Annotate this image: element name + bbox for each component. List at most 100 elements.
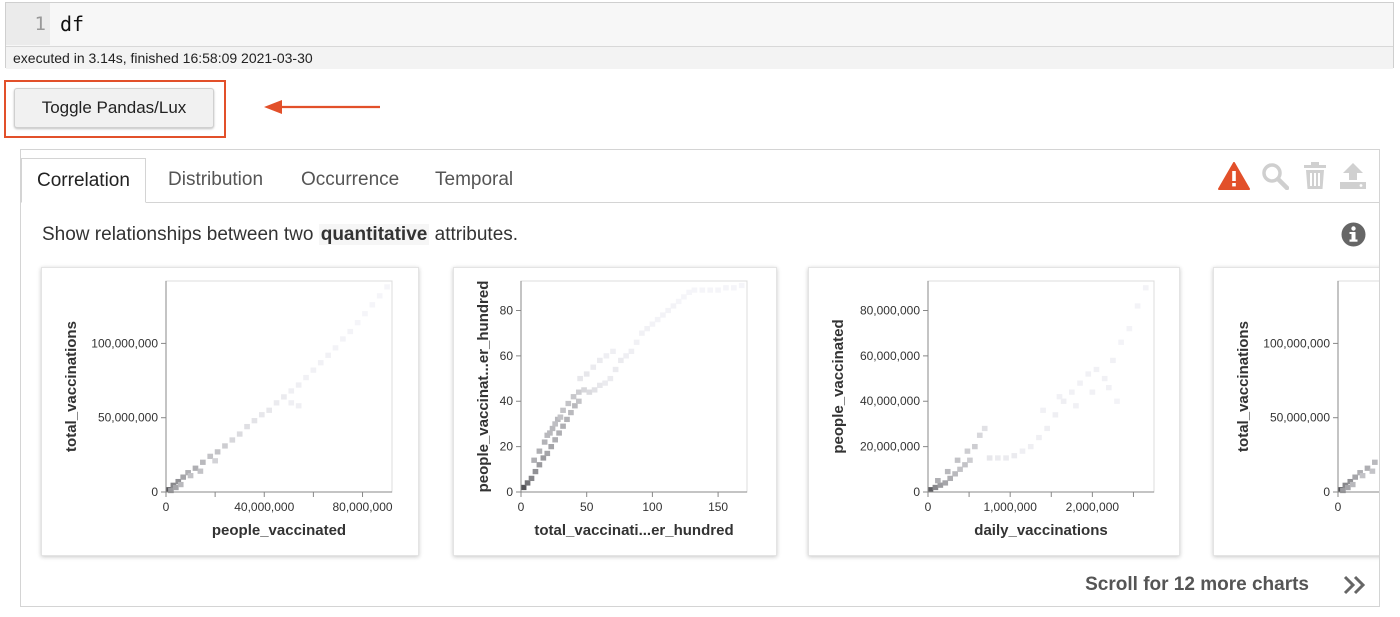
heatmap-cell bbox=[591, 387, 598, 393]
plot-area bbox=[165, 280, 393, 493]
heatmap-cell bbox=[927, 487, 934, 493]
heatmap-cell bbox=[639, 330, 645, 336]
heatmap-cell bbox=[1060, 398, 1067, 404]
x-tick-label: 40,000,000 bbox=[234, 500, 294, 514]
chart-card-2[interactable]: 0 50 100 150 0 20 40 60 80 total_vaccinati...er_h… bbox=[453, 267, 777, 556]
heatmap-cell bbox=[644, 326, 650, 332]
x-axis-label: daily_vaccinations bbox=[974, 522, 1107, 539]
x-tick-label: 1,000,000 bbox=[983, 500, 1037, 514]
heatmap-cell bbox=[197, 468, 204, 474]
toggle-pandas-lux-button[interactable]: Toggle Pandas/Lux bbox=[14, 88, 214, 128]
heatmap-cell bbox=[623, 353, 629, 359]
tab-temporal[interactable]: Temporal bbox=[435, 169, 514, 190]
chart-card-3[interactable]: 0 1,000,000 2,000,000 0 20,000,000 40,000,000… bbox=[808, 267, 1180, 556]
heatmap-cell bbox=[995, 455, 1001, 461]
heatmap-cell bbox=[1105, 384, 1112, 391]
heatmap-cell bbox=[1044, 425, 1050, 432]
heatmap-cell bbox=[1364, 465, 1371, 471]
search-icon[interactable] bbox=[1261, 162, 1289, 190]
heatmap-cell bbox=[541, 439, 548, 445]
heatmap-cell bbox=[1085, 371, 1092, 377]
heatmap-cell bbox=[187, 473, 194, 479]
heatmap-cell bbox=[628, 348, 635, 354]
x-axis-label: people_vaccinated bbox=[212, 522, 346, 539]
heatmap-cell bbox=[1011, 453, 1018, 459]
x-tick-label: 0 bbox=[163, 500, 170, 514]
chart-card-4[interactable]: 0050,000,000100,000,000petotal_vaccinati… bbox=[1213, 267, 1379, 556]
heatmap-cell bbox=[942, 480, 949, 486]
heatmap-cell bbox=[1003, 455, 1009, 461]
heatmap-cell bbox=[577, 375, 583, 382]
chart-card-1[interactable]: 0 40,000,000 80,000,000 0 50,000,000 100,000,… bbox=[41, 267, 419, 556]
annotation-highlight-box bbox=[4, 80, 226, 138]
heatmap-cell bbox=[251, 418, 258, 424]
heatmap-cell bbox=[686, 289, 693, 295]
heatmap-cell bbox=[1372, 459, 1378, 465]
heatmap-cell bbox=[947, 475, 954, 482]
heatmap-cell bbox=[1093, 366, 1100, 373]
warning-icon[interactable] bbox=[1218, 162, 1250, 190]
heatmap-cell bbox=[1349, 481, 1356, 488]
heatmap-cell bbox=[548, 443, 555, 450]
tab-correlation[interactable]: Correlation bbox=[21, 158, 146, 203]
upload-icon[interactable] bbox=[1339, 162, 1367, 190]
heatmap-cell bbox=[1056, 394, 1063, 400]
heatmap-cell bbox=[665, 307, 671, 314]
heatmap-cell bbox=[1089, 389, 1096, 395]
description-prefix: Show relationships between two bbox=[42, 224, 319, 245]
chart-1-svg: 0 40,000,000 80,000,000 0 50,000,000 100,000,… bbox=[63, 280, 393, 539]
plot-area bbox=[927, 280, 1155, 493]
double-chevron-right-icon[interactable] bbox=[1343, 574, 1367, 596]
heatmap-cell bbox=[258, 412, 265, 418]
heatmap-cell bbox=[738, 282, 745, 289]
y-tick-label: 100,000,000 bbox=[1263, 336, 1330, 350]
heatmap-cell bbox=[570, 394, 577, 400]
y-tick-label: 80 bbox=[500, 303, 514, 317]
tab-distribution[interactable]: Distribution bbox=[168, 169, 264, 190]
heatmap-cell bbox=[236, 431, 243, 437]
heatmap-cell bbox=[964, 448, 971, 454]
heatmap-cell bbox=[952, 471, 958, 477]
heatmap-cell bbox=[520, 484, 527, 491]
heatmap-cell bbox=[633, 339, 640, 345]
heatmap-cell bbox=[560, 407, 566, 413]
info-icon[interactable] bbox=[1341, 222, 1366, 247]
heatmap-cell bbox=[1110, 357, 1116, 364]
heatmap-cell bbox=[207, 453, 214, 459]
heatmap-cell bbox=[1118, 339, 1124, 345]
heatmap-cell bbox=[547, 430, 553, 436]
notebook-cell[interactable]: 1 df executed in 3.14s, finished 16:58:0… bbox=[5, 2, 1394, 69]
heatmap-cell bbox=[707, 287, 714, 293]
chart-2-svg: 0 50 100 150 0 20 40 60 80 total_vaccinati...er_h… bbox=[475, 280, 748, 539]
heatmap-cell bbox=[935, 478, 941, 484]
heatmap-cell bbox=[699, 287, 706, 293]
heatmap-cell bbox=[303, 374, 309, 381]
heatmap-cell bbox=[610, 348, 616, 354]
heatmap-cell bbox=[1036, 434, 1042, 441]
heatmap-cell bbox=[536, 462, 543, 468]
heatmap-cell bbox=[214, 449, 221, 455]
heatmap-cell bbox=[295, 382, 302, 388]
heatmap-cell bbox=[967, 457, 973, 463]
y-tick-label: 40,000,000 bbox=[860, 394, 920, 408]
heatmap-cell bbox=[212, 458, 218, 464]
code-text[interactable]: df bbox=[60, 12, 85, 36]
heatmap-cell bbox=[1142, 285, 1149, 291]
heatmap-cell bbox=[1040, 407, 1046, 413]
trash-icon[interactable] bbox=[1303, 162, 1327, 190]
x-tick-label: 150 bbox=[708, 500, 728, 514]
code-input-area[interactable]: 1 df bbox=[6, 3, 1393, 45]
tab-occurrence[interactable]: Occurrence bbox=[301, 169, 400, 190]
heatmap-cell bbox=[618, 357, 624, 364]
heatmap-cell bbox=[586, 389, 593, 395]
heatmap-cell bbox=[1052, 412, 1059, 418]
y-tick-label: 0 bbox=[913, 485, 920, 499]
description-keyword: quantitative bbox=[318, 224, 430, 245]
heatmap-cell bbox=[310, 367, 317, 373]
x-tick-label: 2,000,000 bbox=[1066, 500, 1120, 514]
description-suffix: attributes. bbox=[429, 224, 519, 245]
heatmap-cell bbox=[654, 316, 661, 323]
lux-widget: Correlation Distribution Occurrence Temp… bbox=[20, 149, 1380, 607]
heatmap-cell bbox=[1345, 484, 1351, 491]
heatmap-cell bbox=[192, 465, 199, 471]
